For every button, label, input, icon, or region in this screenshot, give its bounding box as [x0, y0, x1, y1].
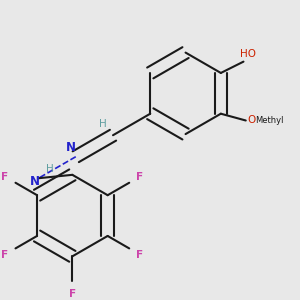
Text: H: H — [46, 164, 54, 174]
Text: H: H — [99, 119, 107, 129]
Text: N: N — [30, 175, 40, 188]
Text: F: F — [1, 172, 8, 182]
Text: F: F — [69, 289, 76, 299]
Text: F: F — [1, 250, 8, 260]
Text: F: F — [136, 172, 144, 182]
Text: N: N — [66, 141, 76, 154]
Text: HO: HO — [240, 49, 256, 59]
Text: Methyl: Methyl — [255, 116, 284, 125]
Text: F: F — [136, 250, 144, 260]
Text: O: O — [247, 116, 256, 125]
